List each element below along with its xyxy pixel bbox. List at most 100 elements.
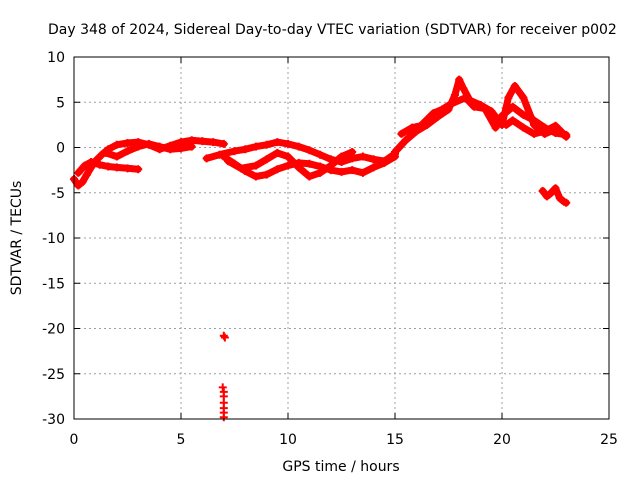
data-point — [241, 145, 250, 154]
data-point — [80, 161, 89, 170]
data-point — [218, 383, 227, 392]
data-point — [305, 159, 314, 168]
data-point — [380, 158, 389, 167]
data-point — [251, 142, 260, 151]
y-tick-label: -5 — [51, 186, 65, 202]
grid — [74, 57, 609, 419]
data-point — [348, 166, 357, 175]
data-point — [112, 163, 121, 172]
data-point — [134, 165, 143, 174]
data-point — [219, 139, 228, 148]
data-point — [236, 164, 245, 173]
data-point — [429, 109, 438, 118]
data-point — [144, 139, 153, 148]
data-point — [294, 163, 303, 172]
data-point — [337, 167, 346, 176]
data-point — [562, 132, 571, 141]
data-point — [230, 147, 239, 156]
x-tick-label: 10 — [279, 432, 297, 448]
data-point — [219, 152, 228, 161]
y-tick-label: -20 — [42, 322, 65, 338]
data-point — [305, 172, 314, 181]
data-point — [326, 161, 335, 170]
data-point — [358, 152, 367, 161]
data-point — [498, 111, 506, 120]
data-point — [446, 100, 455, 109]
data-point — [551, 121, 560, 130]
series-track-c — [102, 139, 196, 161]
data-point — [177, 144, 185, 153]
data-point — [450, 91, 459, 100]
data-point — [416, 121, 425, 130]
data-point — [480, 104, 489, 113]
data-point — [123, 147, 132, 156]
series-track-f — [224, 148, 357, 181]
data-point — [273, 165, 282, 174]
data-point — [112, 152, 121, 161]
data-point — [551, 184, 560, 193]
data-point — [251, 172, 260, 181]
y-tick-label: -25 — [42, 367, 65, 383]
data-point — [530, 129, 539, 138]
data-point — [519, 110, 528, 119]
x-tick-label: 15 — [386, 432, 404, 448]
y-tick-label: -10 — [42, 231, 65, 247]
data-point — [504, 93, 513, 102]
y-tick-label: 10 — [47, 50, 65, 66]
data-point — [74, 168, 83, 177]
data-point — [540, 127, 549, 136]
series-band — [391, 76, 570, 156]
data-point — [391, 148, 399, 157]
data-point — [219, 413, 228, 422]
data-point — [408, 123, 417, 132]
series-track-j — [538, 184, 571, 207]
data-point — [209, 138, 218, 147]
data-point — [202, 154, 211, 163]
data-point — [284, 161, 292, 170]
x-tick-label: 5 — [177, 432, 186, 448]
data-point — [262, 170, 271, 179]
data-point — [224, 157, 233, 166]
data-point — [508, 116, 517, 125]
data-point — [401, 136, 410, 145]
data-point — [87, 157, 96, 166]
data-point — [104, 162, 113, 171]
series-outliers — [218, 331, 229, 422]
data-point — [187, 142, 196, 151]
data-point — [82, 170, 91, 179]
x-tick-label: 20 — [493, 432, 511, 448]
data-point — [459, 84, 468, 93]
data-point — [78, 177, 87, 186]
data-point — [455, 75, 464, 84]
data-point — [369, 163, 378, 172]
series-track-g — [391, 75, 571, 157]
y-tick-label: 0 — [56, 141, 65, 157]
series-track-i — [502, 116, 571, 141]
data-point — [102, 148, 111, 157]
series-track-a — [70, 136, 228, 190]
chart-title: Day 348 of 2024, Sidereal Day-to-day VTE… — [48, 22, 617, 38]
y-tick-label: 5 — [56, 95, 65, 111]
data-point — [491, 123, 500, 132]
data-point — [562, 198, 571, 207]
data-point — [348, 148, 357, 157]
data-point — [530, 116, 539, 125]
data-point — [123, 138, 132, 147]
data-point — [470, 102, 479, 111]
data-point — [542, 192, 551, 201]
data-point — [262, 140, 271, 149]
data-point — [508, 102, 517, 111]
data-point — [294, 142, 303, 151]
data-point — [305, 146, 314, 155]
data-point — [502, 120, 511, 129]
data-point — [284, 139, 292, 148]
data-point — [123, 164, 132, 173]
x-tick-label: 0 — [70, 432, 79, 448]
data-point — [284, 152, 292, 161]
ticks: 0 5 10 15 20 25 10 5 0 -5 -10 -15 -20 -25 -30 — [42, 50, 618, 448]
data-points — [70, 75, 571, 422]
data-point — [251, 161, 260, 170]
data-point — [273, 138, 282, 147]
data-point — [134, 142, 143, 151]
data-point — [155, 142, 164, 151]
